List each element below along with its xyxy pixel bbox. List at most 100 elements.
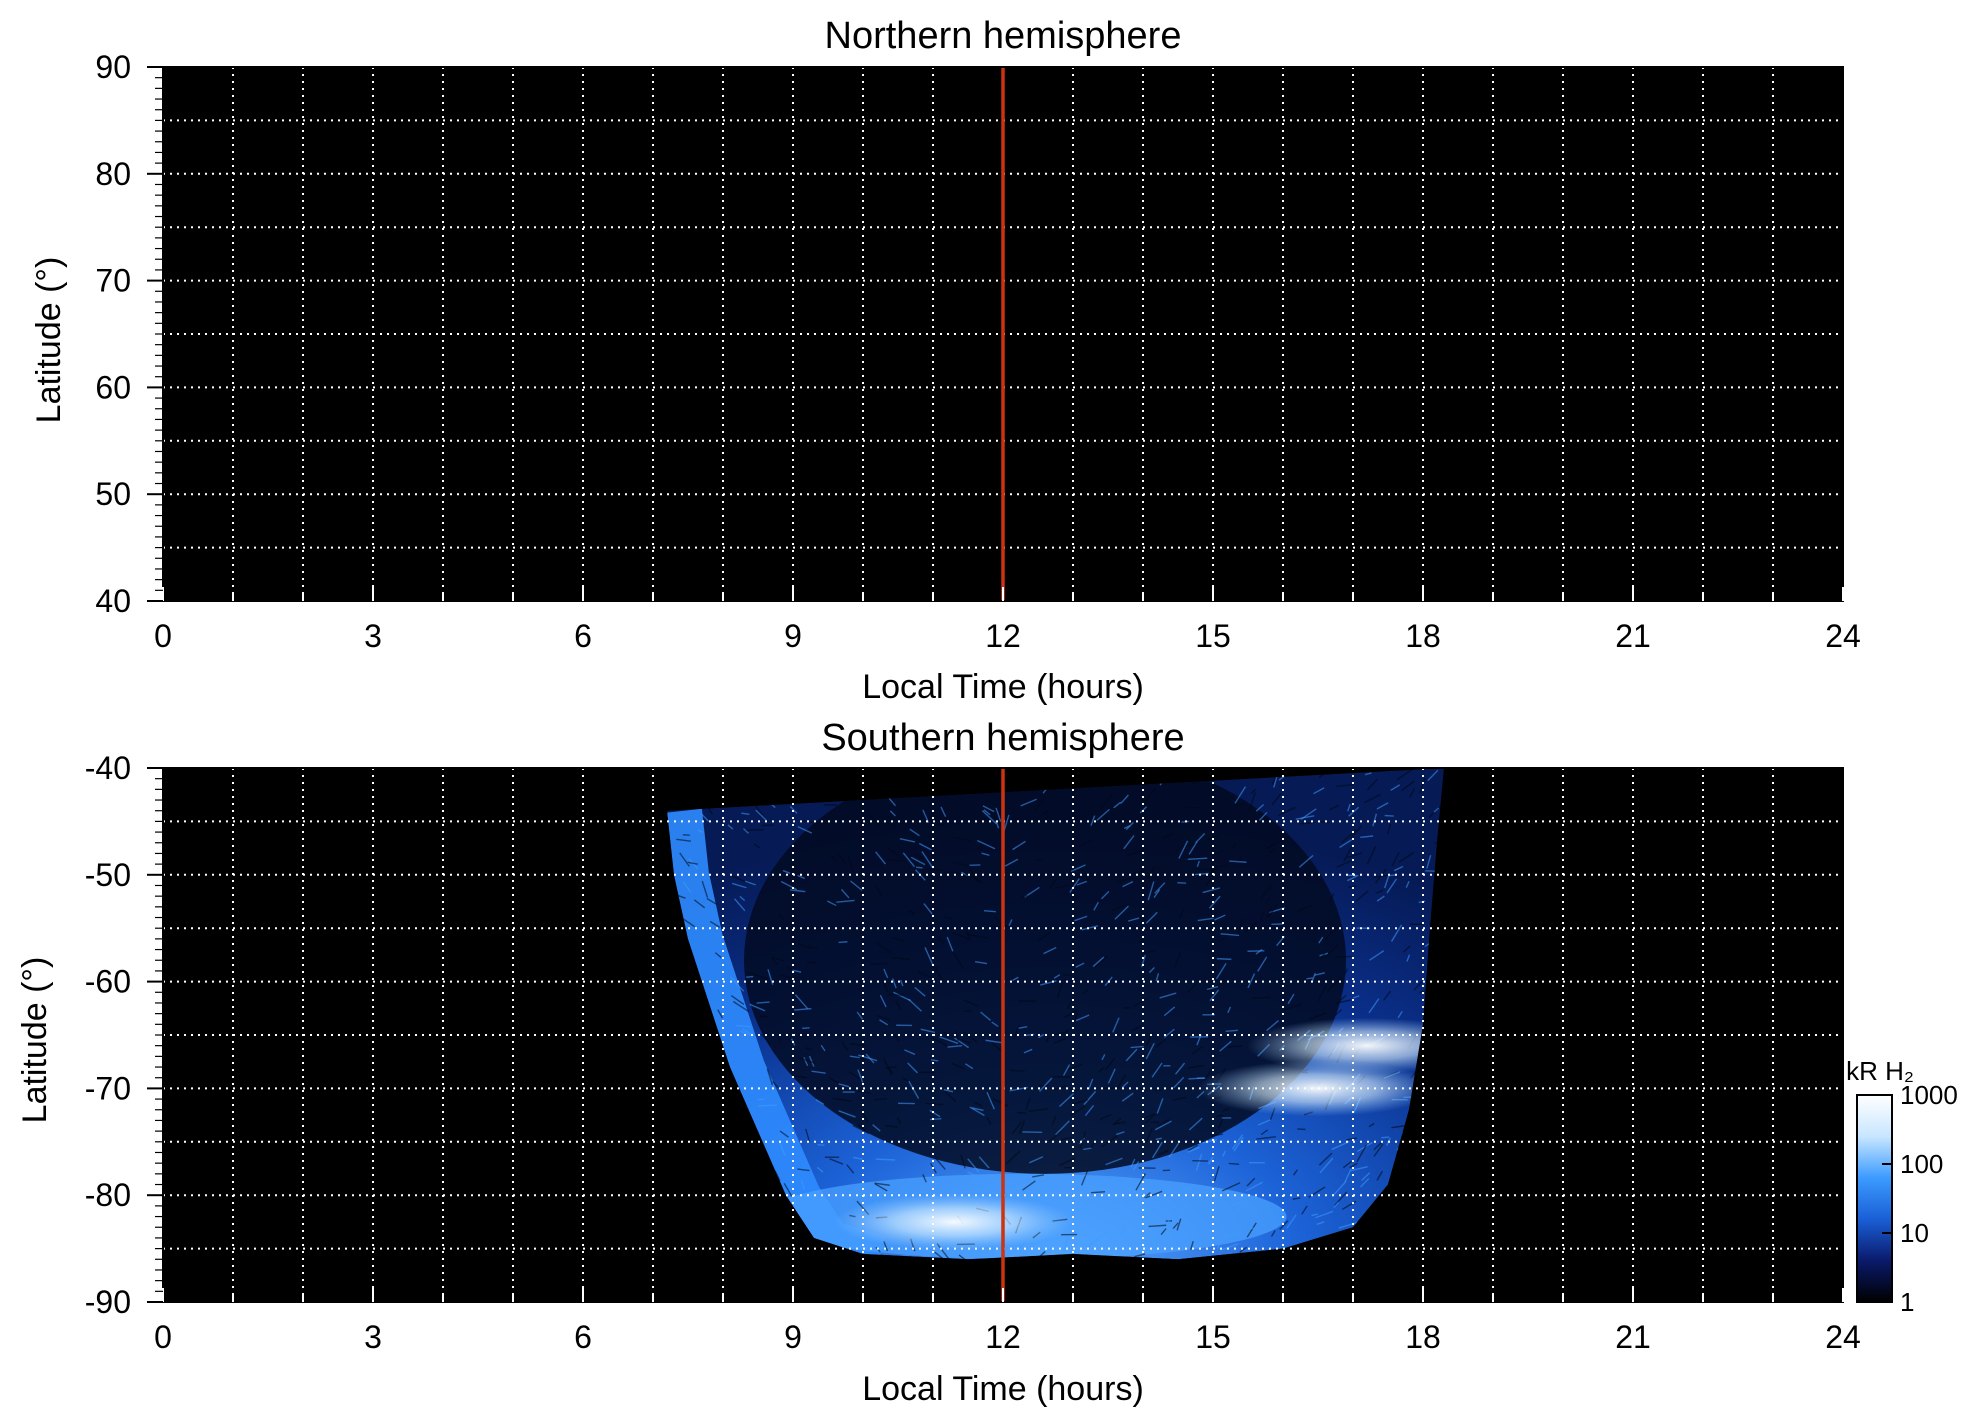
southern-texture-streak bbox=[979, 843, 984, 851]
southern-texture-streak bbox=[730, 994, 745, 1006]
southern-texture-streak bbox=[758, 1104, 777, 1107]
southern-texture-streak bbox=[1418, 778, 1426, 794]
southern-texture-streak bbox=[852, 1124, 870, 1135]
southern-texture-streak bbox=[730, 976, 745, 992]
southern-texture-streak bbox=[798, 942, 812, 950]
southern-texture-streak bbox=[1127, 917, 1140, 922]
southern-texture-streak bbox=[879, 1019, 889, 1026]
southern-texture-streak bbox=[1233, 1136, 1244, 1152]
southern-texture-streak bbox=[1344, 968, 1349, 975]
southern-texture-streak bbox=[846, 1164, 855, 1174]
southern-texture-streak bbox=[1396, 769, 1413, 781]
southern-texture-streak bbox=[1271, 777, 1277, 785]
northern-x-tick-label: 3 bbox=[364, 618, 382, 654]
southern-texture-streak bbox=[1335, 1008, 1343, 1016]
southern-texture-streak bbox=[1187, 1144, 1199, 1152]
southern-texture-streak bbox=[1172, 1222, 1179, 1229]
southern-texture-streak bbox=[1303, 768, 1317, 769]
southern-texture-streak bbox=[1174, 1062, 1186, 1075]
southern-texture-streak bbox=[1160, 1228, 1167, 1236]
southern-texture-streak bbox=[1221, 1182, 1241, 1192]
southern-texture-streak bbox=[1004, 858, 1019, 867]
southern-texture-streak bbox=[1178, 908, 1185, 919]
southern-texture-streak bbox=[953, 836, 972, 842]
southern-texture-streak bbox=[1313, 787, 1325, 795]
southern-texture-streak bbox=[836, 899, 855, 903]
southern-texture-streak bbox=[1113, 801, 1122, 809]
southern-texture-streak bbox=[923, 903, 933, 915]
southern-texture-streak bbox=[1344, 1168, 1352, 1183]
southern-texture-streak bbox=[1203, 1065, 1215, 1081]
southern-texture-streak bbox=[991, 1021, 999, 1028]
southern-texture-streak bbox=[1120, 1225, 1125, 1236]
southern-texture-streak bbox=[1406, 954, 1411, 962]
southern-texture-streak bbox=[1155, 973, 1160, 982]
southern-texture-streak bbox=[816, 1166, 824, 1173]
southern-texture-streak bbox=[806, 961, 817, 964]
southern-texture-streak bbox=[1231, 1134, 1244, 1150]
southern-texture-streak bbox=[1178, 840, 1189, 859]
southern-texture-streak bbox=[1053, 974, 1061, 979]
northern-x-tick-label: 6 bbox=[574, 618, 592, 654]
southern-texture-streak bbox=[1326, 976, 1342, 992]
southern-texture-streak bbox=[856, 1011, 864, 1020]
southern-texture-streak bbox=[1123, 825, 1131, 830]
southern-texture-streak bbox=[1096, 808, 1110, 821]
southern-x-axis-label: Local Time (hours) bbox=[862, 1370, 1144, 1408]
colorbar-tick-label: 10 bbox=[1900, 1218, 1929, 1248]
southern-texture-streak bbox=[1146, 866, 1156, 879]
southern-texture-streak bbox=[973, 1101, 983, 1107]
northern-x-tick-label: 18 bbox=[1405, 618, 1441, 654]
southern-texture-streak bbox=[1088, 1078, 1094, 1090]
southern-texture-streak bbox=[954, 1030, 960, 1042]
southern-texture-streak bbox=[1336, 955, 1353, 959]
southern-texture-streak bbox=[841, 1041, 849, 1052]
southern-texture-streak bbox=[1200, 867, 1218, 881]
southern-texture-streak bbox=[939, 1036, 959, 1045]
southern-texture-streak bbox=[986, 1091, 995, 1110]
southern-texture-streak bbox=[891, 957, 905, 960]
southern-texture-streak bbox=[714, 952, 722, 959]
southern-texture-streak bbox=[1301, 1205, 1308, 1215]
southern-texture-streak bbox=[1197, 917, 1214, 922]
colorbar-tick-label: 1 bbox=[1900, 1287, 1914, 1317]
southern-texture-streak bbox=[1350, 1166, 1368, 1172]
southern-texture-streak bbox=[1386, 878, 1398, 894]
southern-x-tick-label: 3 bbox=[364, 1319, 382, 1355]
southern-texture-streak bbox=[1297, 1128, 1306, 1131]
southern-texture-streak bbox=[940, 806, 947, 818]
northern-y-tick-label: 50 bbox=[95, 476, 131, 512]
southern-plot-area: 0 3 6 9 12 15 18 21 24 -90 -80 -70 -60 -50 -40 bbox=[85, 750, 1861, 1355]
southern-texture-streak bbox=[1107, 1068, 1116, 1084]
southern-texture-streak bbox=[904, 1049, 916, 1056]
southern-texture-streak bbox=[1279, 1220, 1289, 1231]
southern-texture-streak bbox=[1076, 880, 1088, 886]
southern-texture-streak bbox=[909, 828, 920, 837]
southern-texture-streak bbox=[981, 810, 997, 825]
southern-texture-streak bbox=[1094, 955, 1109, 968]
southern-texture-streak bbox=[803, 1057, 809, 1067]
southern-texture-streak bbox=[1081, 925, 1099, 931]
southern-texture-streak bbox=[1297, 905, 1312, 912]
southern-texture-streak bbox=[1158, 1149, 1169, 1156]
southern-texture-streak bbox=[1043, 946, 1057, 955]
southern-texture-streak bbox=[874, 1182, 890, 1186]
southern-x-tick-label: 0 bbox=[154, 1319, 172, 1355]
southern-texture-streak bbox=[1369, 950, 1385, 961]
southern-texture-streak bbox=[1356, 1144, 1367, 1163]
southern-texture-streak bbox=[1055, 884, 1071, 889]
southern-texture-streak bbox=[937, 936, 945, 945]
southern-texture-streak bbox=[735, 1024, 751, 1028]
southern-texture-streak bbox=[1237, 917, 1244, 936]
southern-texture-streak bbox=[1075, 962, 1085, 968]
southern-texture-streak bbox=[914, 853, 925, 860]
southern-texture-streak bbox=[1202, 887, 1221, 894]
southern-texture-streak bbox=[789, 805, 798, 814]
southern-texture-streak bbox=[1148, 967, 1155, 974]
northern-y-tick-label: 80 bbox=[95, 156, 131, 192]
southern-texture-streak bbox=[1012, 1121, 1023, 1134]
southern-texture-streak bbox=[986, 1116, 992, 1125]
southern-texture-streak bbox=[1151, 1062, 1163, 1078]
southern-texture-streak bbox=[1145, 911, 1158, 924]
southern-texture-streak bbox=[797, 1168, 810, 1172]
